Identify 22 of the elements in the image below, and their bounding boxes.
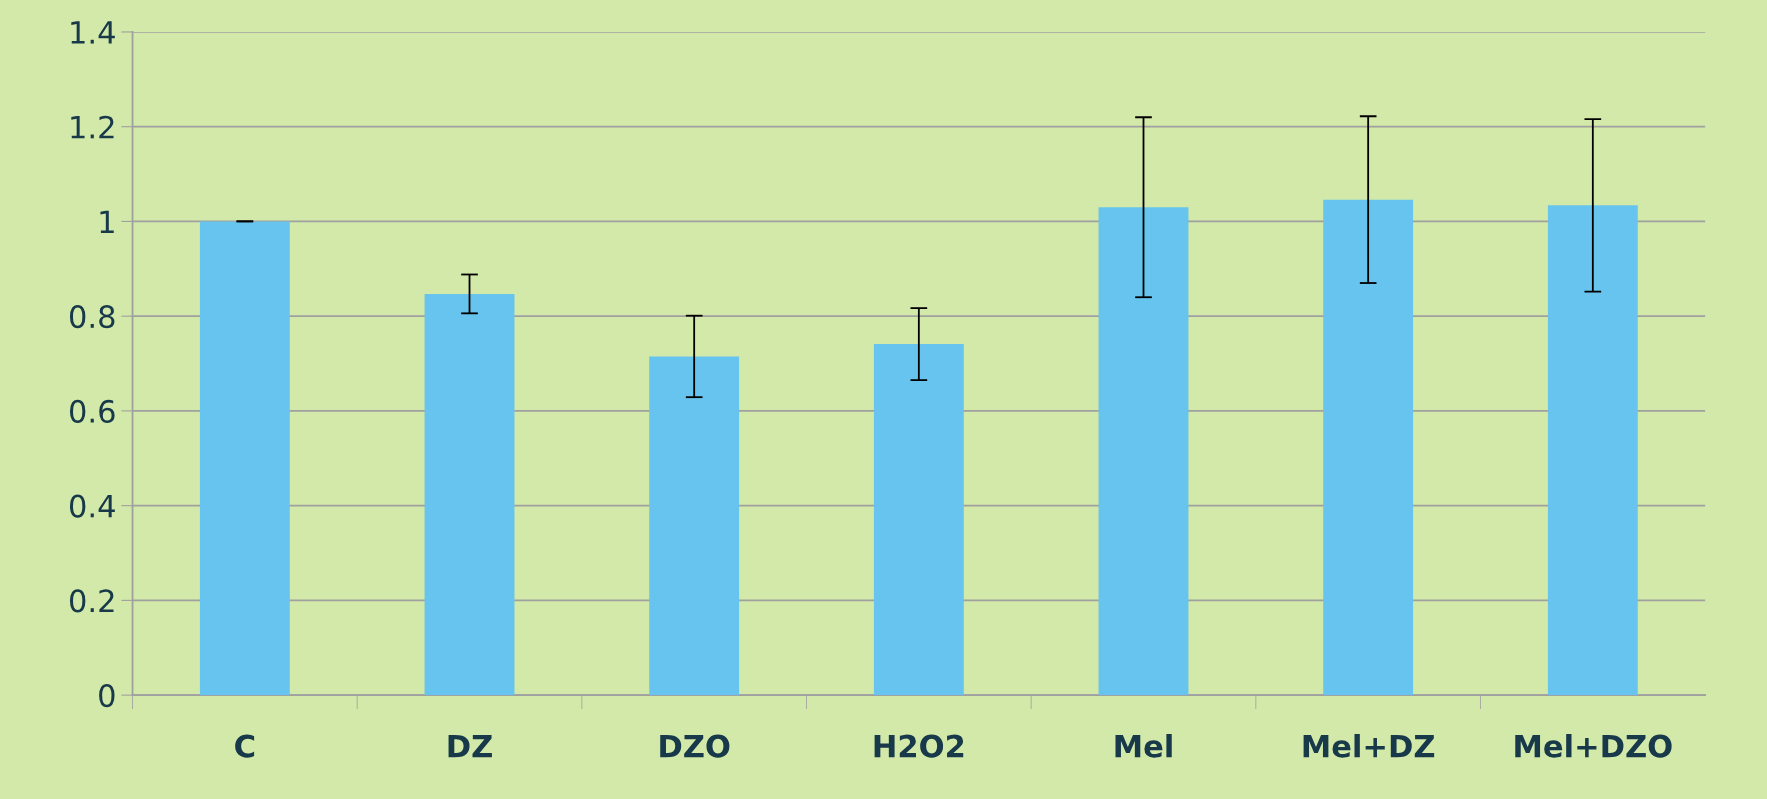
x-tick-label: DZO — [660, 734, 730, 758]
y-tick-label: 1.4 — [71, 21, 115, 44]
y-tick-label: 0.6 — [69, 399, 115, 423]
bar — [199, 221, 290, 696]
bar — [649, 356, 740, 696]
x-tick-label: DZ — [448, 734, 492, 758]
y-tick-label: 0.4 — [69, 494, 115, 518]
y-tick-label: 0 — [99, 684, 115, 708]
y-tick-label: 0.2 — [69, 589, 114, 613]
y-tick-label: 0.8 — [69, 305, 115, 329]
x-tick-label: Mel — [1115, 734, 1172, 758]
x-tick-label: C — [235, 734, 255, 758]
bar — [1098, 207, 1189, 696]
y-tick-label: 1 — [100, 210, 114, 234]
bar — [1547, 205, 1638, 696]
bar — [873, 344, 964, 696]
x-tick-label: Mel+DZ — [1303, 734, 1435, 758]
x-tick-label: H2O2 — [874, 734, 964, 758]
y-tick-label: 1.2 — [71, 115, 114, 139]
bar — [1323, 199, 1414, 696]
bar — [424, 293, 515, 696]
x-tick-label: Mel+DZO — [1515, 734, 1672, 758]
